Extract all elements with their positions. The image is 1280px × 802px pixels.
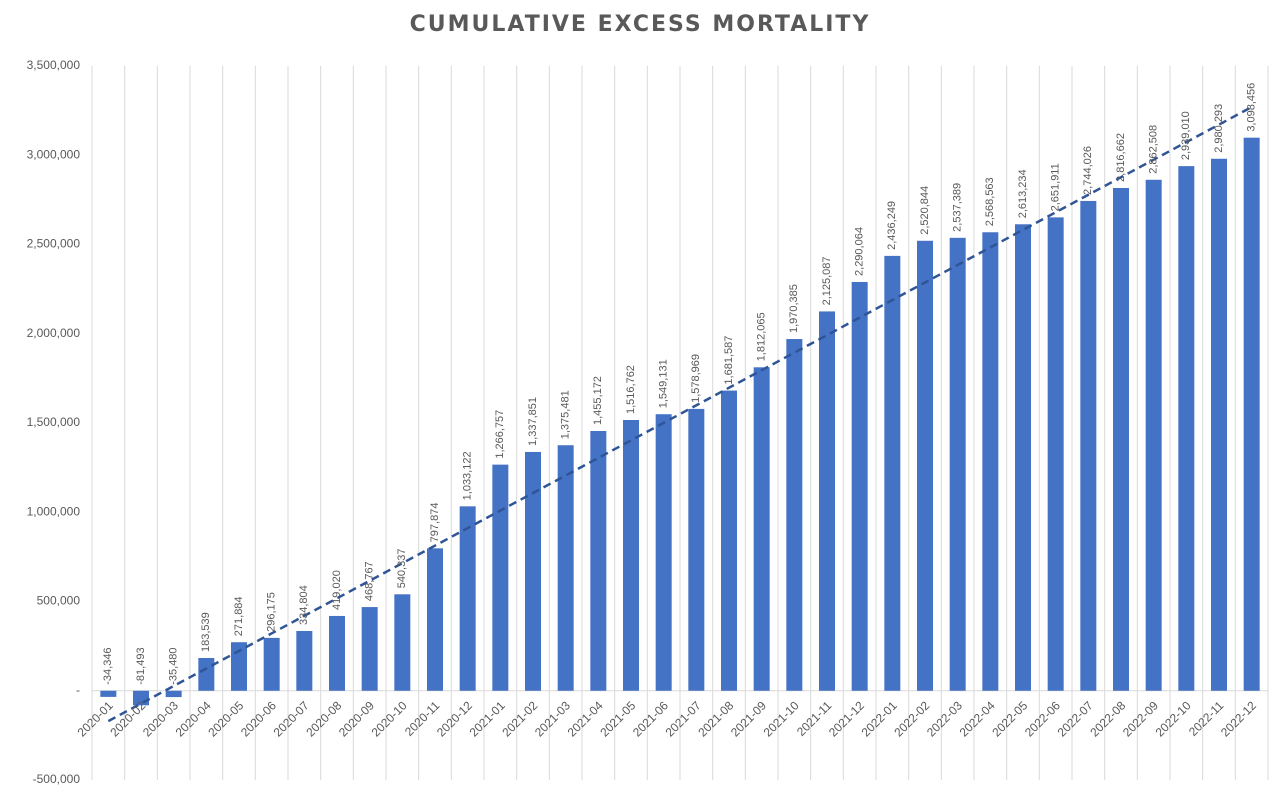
bar	[263, 637, 280, 691]
data-label: 1,549,131	[658, 359, 670, 408]
y-tick-label: 1,000,000	[27, 504, 81, 518]
data-label: 2,436,249	[886, 201, 898, 250]
y-tick-label: 2,500,000	[27, 237, 81, 251]
data-label: 2,862,508	[1148, 125, 1160, 174]
bar	[1047, 217, 1064, 691]
x-tick-label: 2020-10	[369, 698, 410, 739]
bar	[100, 690, 117, 697]
bar	[1113, 187, 1129, 691]
y-tick-label: -	[76, 683, 80, 697]
bar	[688, 408, 705, 691]
data-label: 183,539	[200, 612, 212, 652]
y-tick-label: 3,000,000	[27, 147, 81, 161]
data-label: 1,516,762	[625, 365, 637, 414]
data-label: 468,767	[364, 561, 376, 601]
bar	[949, 237, 966, 691]
data-label: 2,290,064	[854, 227, 866, 276]
data-label: 2,520,844	[919, 186, 931, 235]
data-label: 296,175	[266, 592, 278, 632]
data-label: -35,480	[168, 647, 180, 684]
bar	[655, 414, 672, 691]
data-label: 1,455,172	[592, 376, 604, 425]
data-label: -34,346	[102, 647, 114, 684]
data-label: 2,816,662	[1115, 133, 1127, 182]
data-label: 2,744,026	[1082, 146, 1094, 195]
data-label: 2,651,911	[1050, 163, 1062, 211]
bar	[198, 657, 215, 691]
y-tick-label: 2,000,000	[27, 326, 81, 340]
bar	[296, 630, 313, 691]
bar	[819, 311, 835, 691]
y-tick-label: 500,000	[37, 594, 81, 608]
trendline	[107, 105, 1253, 723]
gridlines	[91, 66, 1269, 780]
bar	[492, 464, 509, 691]
bar	[1015, 224, 1031, 691]
bar	[231, 642, 247, 691]
y-tick-label: -500,000	[33, 772, 81, 786]
x-tick-label: 2022-10	[1153, 698, 1194, 739]
bar	[884, 255, 901, 691]
bar	[982, 232, 999, 691]
bar	[590, 431, 607, 691]
data-label: 1,578,969	[690, 354, 702, 403]
bar	[1080, 200, 1097, 691]
data-label: -81,493	[135, 647, 147, 684]
x-axis-tick-labels: 2020-012020-022020-032020-042020-052020-…	[75, 698, 1260, 739]
bar	[361, 607, 378, 691]
bar	[427, 548, 443, 691]
trendline-group	[107, 105, 1253, 723]
bar	[557, 445, 574, 691]
data-label: 1,033,122	[462, 451, 474, 500]
data-label: 540,337	[396, 549, 408, 589]
data-label: 2,980,293	[1213, 104, 1225, 153]
data-label: 1,337,851	[527, 397, 539, 446]
bar	[851, 281, 868, 691]
data-label: 419,020	[331, 570, 343, 610]
y-axis-tick-labels: -500,000-500,0001,000,0001,500,0002,000,…	[27, 58, 81, 786]
data-label: 1,970,385	[788, 284, 800, 333]
bar	[753, 367, 770, 691]
y-tick-label: 3,500,000	[27, 58, 81, 72]
data-label: 2,613,234	[1017, 169, 1029, 218]
bars	[100, 137, 1260, 706]
y-tick-label: 1,500,000	[27, 415, 81, 429]
bar	[1243, 137, 1260, 691]
data-label: 2,568,563	[984, 177, 996, 226]
bar	[165, 690, 182, 698]
bar	[329, 615, 345, 691]
bar	[459, 506, 476, 691]
data-label: 1,681,587	[723, 336, 735, 385]
data-label: 334,804	[298, 585, 310, 625]
bar	[1211, 158, 1227, 691]
data-label: 2,537,389	[952, 183, 964, 232]
data-label: 2,939,010	[1180, 111, 1192, 160]
bar	[1145, 179, 1162, 691]
data-label: 2,125,087	[821, 256, 833, 305]
data-label: 1,812,065	[756, 312, 768, 361]
bar	[786, 339, 803, 691]
bar	[623, 420, 639, 691]
chart-title: CUMULATIVE EXCESS MORTALITY	[409, 12, 871, 37]
data-label: 1,375,481	[560, 390, 572, 439]
data-label: 3,098,456	[1246, 83, 1258, 132]
x-tick-label: 2022-12	[1218, 698, 1259, 739]
x-tick-label: 2021-10	[761, 698, 802, 739]
bar	[1178, 166, 1195, 691]
data-label: 271,884	[233, 596, 245, 636]
bar	[525, 451, 541, 691]
bar	[721, 390, 737, 691]
bar	[917, 240, 933, 691]
data-label: 1,266,757	[494, 410, 506, 459]
data-labels: -34,346 -81,493 -35,480 183,539 271,884 296,1…	[102, 83, 1257, 685]
bar	[394, 594, 411, 691]
data-label: 797,874	[429, 503, 441, 543]
